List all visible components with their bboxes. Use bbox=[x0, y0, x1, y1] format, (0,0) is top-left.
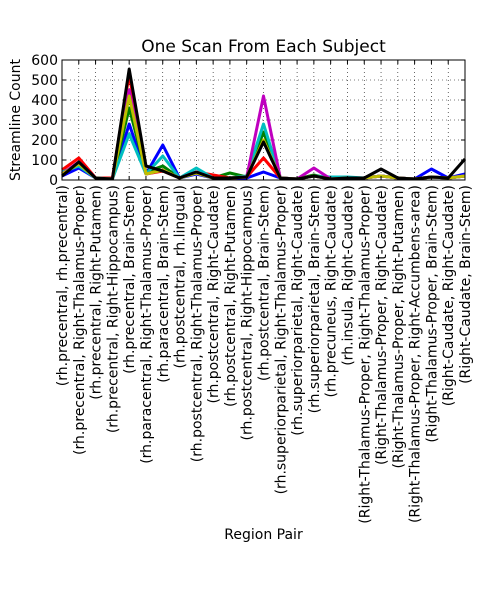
x-tick-label: (rh.paracentral, Brain-Stem) bbox=[156, 185, 172, 383]
x-tick-label: (rh.precentral, Brain-Stem) bbox=[122, 185, 138, 374]
y-tick-label: 600 bbox=[31, 53, 58, 69]
x-tick-label: (rh.precentral, Right-Thalamus-Proper) bbox=[72, 185, 88, 455]
x-tick-label: (rh.precentral, rh.precentral) bbox=[55, 185, 71, 386]
x-tick-label: (rh.superiorparietal, Brain-Stem) bbox=[307, 185, 323, 413]
x-tick-label: (rh.superiorparietal, Right-Caudate) bbox=[290, 185, 306, 436]
x-tick-label: (rh.postcentral, Right-Caudate) bbox=[206, 185, 222, 404]
y-tick-label: 300 bbox=[31, 113, 58, 129]
x-tick-label: (rh.paracentral, Right-Thalamus-Proper) bbox=[139, 185, 155, 464]
chart-title: One Scan From Each Subject bbox=[141, 37, 386, 57]
x-axis-ticks: (rh.precentral, rh.precentral) (rh.precen… bbox=[55, 60, 474, 524]
x-tick-label: (rh.superiorparietal, Right-Thalamus-Pro… bbox=[273, 185, 289, 494]
x-tick-label: (rh.postcentral, Right-Hippocampus) bbox=[240, 185, 256, 440]
y-tick-label: 0 bbox=[49, 173, 58, 189]
y-tick-label: 200 bbox=[31, 133, 58, 149]
x-tick-label: (Right-Thalamus-Proper, Right-Thalamus-P… bbox=[357, 185, 373, 524]
x-tick-label: (rh.postcentral, Right-Thalamus-Proper) bbox=[189, 185, 205, 462]
x-tick-label: (rh.precentral, Right-Putamen) bbox=[89, 185, 105, 400]
series-lines bbox=[61, 67, 467, 181]
x-tick-label: (rh.precuneus, Right-Caudate) bbox=[324, 185, 340, 398]
x-tick-label: (Right-Caudate, Brain-Stem) bbox=[458, 185, 474, 384]
x-tick-label: (rh.insula, Right-Caudate) bbox=[341, 185, 357, 366]
x-tick-label: (rh.postcentral, Brain-Stem) bbox=[257, 185, 273, 381]
x-tick-label: (rh.postcentral, rh.lingual) bbox=[173, 185, 189, 369]
x-axis-label: Region Pair bbox=[224, 527, 303, 543]
x-tick-label: (rh.postcentral, Right-Putamen) bbox=[223, 185, 239, 407]
y-tick-label: 100 bbox=[31, 153, 58, 169]
y-axis-label: Streamline Count bbox=[8, 59, 24, 181]
x-tick-label: (Right-Thalamus-Proper, Right-Accumbens-… bbox=[408, 185, 424, 523]
x-tick-label: (rh.precentral, Right-Hippocampus) bbox=[105, 185, 121, 433]
y-tick-label: 500 bbox=[31, 73, 58, 89]
y-axis-ticks: 0 100 200 300 400 500 600 bbox=[31, 53, 465, 189]
x-tick-label: (Right-Thalamus-Proper, Right-Caudate) bbox=[374, 185, 390, 465]
x-tick-label: (Right-Caudate, Right-Caudate) bbox=[441, 185, 457, 406]
x-tick-label: (Right-Thalamus-Proper, Brain-Stem) bbox=[424, 185, 440, 443]
x-tick-label: (Right-Thalamus-Proper, Right-Putamen) bbox=[391, 185, 407, 468]
y-tick-label: 400 bbox=[31, 93, 58, 109]
